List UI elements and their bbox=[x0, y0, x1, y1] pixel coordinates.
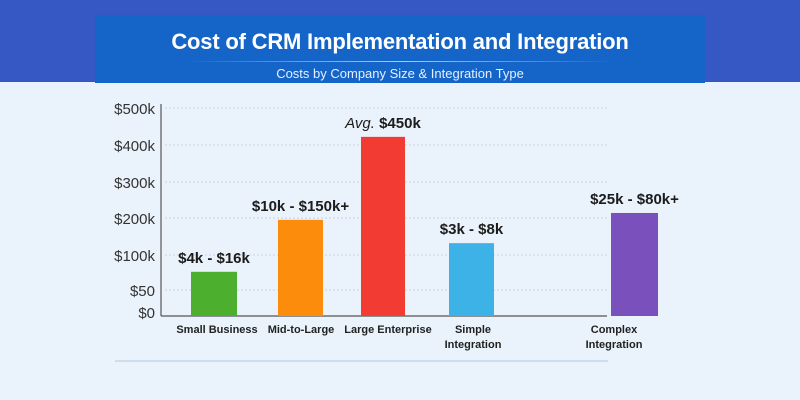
bar bbox=[191, 271, 237, 316]
y-tick-label: $200k bbox=[114, 211, 155, 228]
bar bbox=[278, 219, 323, 316]
category-label: Simple bbox=[455, 324, 491, 336]
bar bbox=[361, 136, 405, 316]
data-label: $25k - $80k+ bbox=[590, 191, 679, 208]
data-label: $4k - $16k bbox=[178, 250, 250, 267]
category-label: Small Business bbox=[176, 324, 257, 336]
y-tick-label: $500k bbox=[114, 101, 155, 118]
category-label: Large Enterprise bbox=[344, 324, 431, 336]
data-label: $3k - $8k bbox=[440, 221, 504, 238]
y-tick-label: $0 bbox=[138, 305, 155, 322]
data-label: Avg. $450k bbox=[344, 115, 421, 132]
chart-subtitle: Costs by Company Size & Integration Type bbox=[276, 66, 524, 81]
bar bbox=[611, 212, 658, 316]
y-tick-label: $400k bbox=[114, 138, 155, 155]
y-tick-label: $50 bbox=[130, 283, 155, 300]
category-label: Complex bbox=[591, 324, 638, 336]
bar bbox=[449, 243, 494, 316]
category-label: Integration bbox=[586, 339, 643, 351]
category-label: Mid-to-Large bbox=[268, 324, 335, 336]
y-tick-label: $300k bbox=[114, 175, 155, 192]
chart-title: Cost of CRM Implementation and Integrati… bbox=[171, 29, 629, 54]
y-tick-label: $100k bbox=[114, 248, 155, 265]
title-divider bbox=[185, 61, 615, 62]
category-label: Integration bbox=[445, 339, 502, 351]
chart-header: Cost of CRM Implementation and Integrati… bbox=[95, 15, 705, 83]
data-label: $10k - $150k+ bbox=[252, 198, 349, 215]
